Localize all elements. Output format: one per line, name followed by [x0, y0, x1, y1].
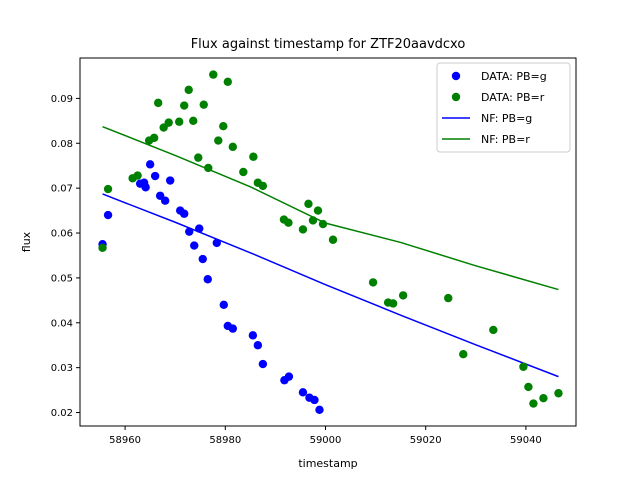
data-point-g — [198, 254, 207, 264]
x-axis: 58960 58980 59000 59020 59040 — [109, 426, 542, 446]
data-points-layer — [98, 70, 563, 415]
data-point-g — [195, 224, 204, 233]
y-tick-label: 0.06 — [51, 229, 73, 240]
data-point-r — [153, 98, 163, 108]
data-point-r — [444, 293, 453, 303]
y-tick-label: 0.03 — [51, 363, 73, 374]
y-tick-label: 0.02 — [51, 408, 73, 419]
legend-marker-swatch — [451, 71, 461, 81]
x-tick-label: 59000 — [310, 435, 342, 446]
data-point-r — [103, 184, 113, 194]
data-point-r — [459, 350, 468, 359]
data-point-r — [189, 116, 198, 126]
data-point-r — [133, 171, 142, 180]
data-point-r — [304, 199, 313, 209]
data-point-g — [284, 372, 294, 381]
data-point-r — [239, 167, 248, 177]
data-point-r — [398, 291, 408, 300]
data-point-r — [249, 152, 258, 161]
legend: DATA: PB=g DATA: PB=r NF: PB=g NF: PB=r — [436, 62, 571, 153]
legend-marker-swatch — [451, 92, 461, 102]
data-point-g — [145, 160, 155, 169]
x-tick-label: 58980 — [209, 435, 241, 446]
data-point-r — [223, 77, 232, 86]
legend-entry-label: NF: PB=g — [481, 112, 532, 125]
data-point-g — [212, 238, 221, 248]
data-point-g — [315, 405, 324, 415]
x-tick-label: 58960 — [109, 435, 141, 446]
data-point-r — [184, 85, 193, 95]
y-tick-label: 0.08 — [51, 139, 73, 150]
data-point-r — [180, 101, 189, 110]
data-point-g — [160, 196, 170, 205]
data-point-r — [175, 117, 184, 126]
legend-entry-label: NF: PB=r — [481, 133, 530, 146]
data-point-g — [165, 176, 175, 185]
data-point-r — [149, 133, 159, 143]
data-point-r — [524, 382, 533, 392]
y-axis-label: flux — [20, 231, 33, 252]
data-point-r — [318, 219, 328, 229]
y-axis: 0.02 0.03 0.04 0.05 0.06 0.07 0.08 0.09 — [51, 94, 80, 419]
data-point-g — [103, 210, 113, 220]
y-tick-label: 0.07 — [51, 184, 73, 195]
data-point-r — [368, 278, 378, 287]
data-point-r — [519, 362, 528, 371]
data-point-r — [284, 218, 293, 227]
data-point-g — [190, 241, 199, 250]
data-point-r — [328, 235, 338, 244]
y-tick-label: 0.04 — [51, 318, 73, 329]
x-tick-label: 59040 — [510, 435, 542, 446]
data-point-r — [214, 136, 223, 145]
y-tick-label: 0.05 — [51, 273, 73, 284]
plot-frame — [79, 57, 577, 427]
data-point-r — [194, 153, 203, 162]
data-point-g — [150, 171, 160, 181]
legend-entry-label: DATA: PB=r — [481, 91, 545, 104]
chart-title: Flux against timestamp for ZTF20aavdcxo — [191, 37, 466, 52]
data-point-r — [164, 118, 173, 127]
data-point-g — [180, 209, 189, 218]
y-tick-label: 0.09 — [51, 94, 73, 105]
fit-line-g — [102, 193, 559, 378]
data-point-r — [204, 163, 213, 173]
data-point-g — [219, 300, 228, 310]
data-point-r — [298, 225, 308, 234]
data-point-r — [489, 325, 498, 335]
data-point-g — [228, 324, 238, 333]
data-point-g — [141, 183, 150, 192]
data-point-r — [98, 243, 107, 253]
data-point-r — [529, 399, 538, 408]
x-axis-label: timestamp — [298, 457, 357, 470]
data-point-g — [185, 227, 194, 236]
data-point-r — [539, 393, 548, 403]
legend-entry-label: DATA: PB=g — [481, 70, 547, 83]
data-point-g — [298, 388, 308, 397]
data-point-r — [308, 216, 318, 225]
data-point-r — [209, 70, 218, 79]
data-point-r — [313, 206, 323, 215]
data-point-g — [253, 341, 263, 350]
data-point-r — [228, 142, 238, 152]
data-point-r — [219, 122, 228, 131]
plot-area — [98, 70, 563, 415]
x-tick-label: 59020 — [410, 435, 442, 446]
data-point-g — [203, 275, 212, 284]
data-point-r — [388, 299, 398, 308]
data-point-g — [248, 331, 258, 340]
data-point-r — [199, 100, 208, 109]
data-point-r — [554, 389, 563, 398]
data-point-r — [258, 181, 268, 191]
data-point-g — [310, 395, 319, 405]
data-point-g — [258, 359, 268, 369]
legend-box — [436, 62, 571, 153]
